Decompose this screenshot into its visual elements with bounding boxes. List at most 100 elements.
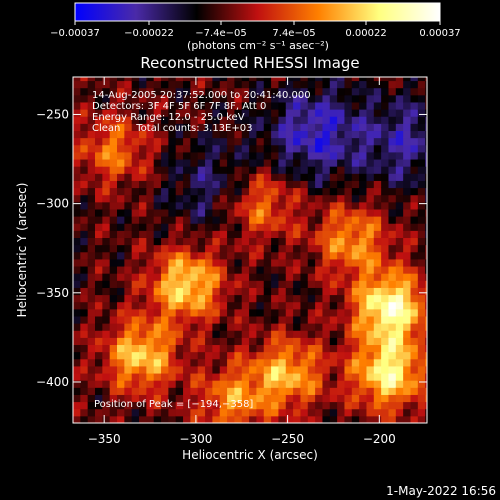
image-pixel (381, 130, 389, 139)
image-pixel (87, 94, 96, 103)
image-pixel (293, 159, 301, 167)
image-pixel (73, 280, 81, 288)
image-pixel (73, 194, 81, 203)
image-pixel (307, 387, 316, 395)
image-pixel (183, 130, 191, 139)
image-pixel (410, 380, 419, 388)
image-pixel (131, 77, 140, 82)
image-pixel (80, 116, 89, 124)
image-pixel (95, 330, 103, 338)
image-pixel (344, 380, 353, 388)
image-pixel (146, 280, 155, 288)
image-pixel (183, 394, 191, 403)
image-pixel (271, 180, 279, 189)
image-pixel (168, 130, 177, 139)
image-pixel (417, 337, 426, 346)
image-pixel (168, 315, 177, 324)
image-pixel (146, 194, 155, 203)
image-pixel (183, 401, 191, 410)
image-pixel (102, 123, 111, 132)
image-pixel (300, 130, 309, 139)
image-pixel (344, 123, 353, 132)
image-pixel (234, 408, 243, 417)
image-pixel (175, 223, 184, 231)
image-pixel (337, 251, 345, 260)
image-pixel (293, 173, 301, 181)
image-pixel (117, 180, 125, 189)
image-pixel (344, 216, 353, 224)
image-pixel (300, 80, 309, 89)
image-pixel (359, 401, 367, 410)
image-pixel (87, 415, 96, 423)
image-pixel (300, 344, 309, 353)
image-pixel (168, 166, 177, 174)
image-pixel (109, 251, 118, 260)
image-pixel (256, 223, 265, 231)
image-pixel (87, 337, 96, 346)
image-pixel (219, 373, 228, 381)
image-pixel (344, 77, 353, 82)
image-pixel (197, 401, 206, 410)
image-pixel (300, 166, 309, 174)
image-pixel (219, 201, 228, 210)
image-pixel (278, 373, 287, 381)
image-pixel (315, 94, 323, 103)
image-pixel (417, 280, 426, 288)
image-pixel (227, 315, 235, 324)
image-pixel (197, 237, 206, 246)
image-pixel (410, 280, 419, 288)
image-pixel (381, 266, 389, 274)
image-pixel (175, 301, 184, 310)
image-pixel (373, 244, 382, 253)
image-pixel (395, 223, 404, 231)
image-pixel (395, 173, 404, 181)
image-pixel (139, 380, 147, 388)
image-pixel (227, 330, 235, 338)
image-pixel (95, 230, 103, 239)
image-pixel (329, 116, 338, 124)
image-pixel (263, 301, 272, 310)
image-pixel (109, 258, 118, 267)
image-pixel (381, 187, 389, 196)
image-pixel (131, 173, 140, 181)
image-pixel (124, 194, 133, 203)
image-pixel (168, 159, 177, 167)
image-pixel (183, 77, 191, 82)
image-pixel (395, 330, 404, 338)
image-pixel (87, 166, 96, 174)
image-pixel (146, 351, 155, 360)
image-pixel (263, 144, 272, 153)
image-pixel (278, 194, 287, 203)
image-pixel (373, 94, 382, 103)
image-pixel (373, 373, 382, 381)
image-pixel (403, 394, 411, 403)
image-pixel (278, 266, 287, 274)
image-pixel (366, 301, 375, 310)
image-pixel (205, 251, 213, 260)
image-pixel (190, 159, 199, 167)
image-pixel (87, 308, 96, 317)
image-pixel (241, 330, 250, 338)
image-pixel (241, 94, 250, 103)
image-pixel (212, 94, 221, 103)
image-pixel (161, 194, 169, 203)
image-pixel (161, 173, 169, 181)
image-pixel (344, 194, 353, 203)
image-pixel (425, 194, 427, 203)
image-pixel (381, 87, 389, 96)
image-pixel (241, 401, 250, 410)
image-pixel (95, 337, 103, 346)
image-pixel (278, 223, 287, 231)
image-pixel (95, 77, 103, 82)
image-pixel (351, 159, 360, 167)
image-pixel (403, 80, 411, 89)
image-pixel (359, 387, 367, 395)
image-pixel (168, 109, 177, 117)
image-pixel (212, 258, 221, 267)
image-pixel (359, 408, 367, 417)
image-pixel (80, 258, 89, 267)
image-pixel (109, 77, 118, 82)
image-pixel (131, 287, 140, 296)
image-pixel (131, 380, 140, 388)
image-pixel (403, 323, 411, 331)
